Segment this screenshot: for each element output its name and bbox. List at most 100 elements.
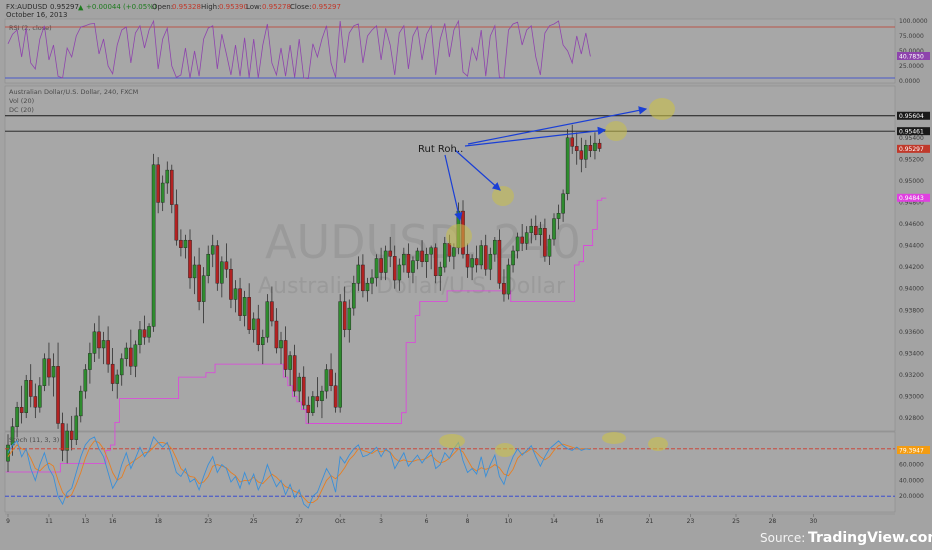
candle[interactable] [342, 286, 347, 338]
candle[interactable] [201, 267, 206, 324]
candle[interactable] [179, 229, 183, 257]
candle[interactable] [315, 377, 320, 408]
candle[interactable] [520, 224, 524, 251]
candle[interactable] [65, 423, 69, 464]
candle[interactable] [438, 261, 443, 291]
candle[interactable] [97, 315, 101, 359]
candle[interactable] [429, 245, 433, 270]
candle[interactable] [370, 269, 374, 295]
candle[interactable] [511, 245, 515, 273]
candle[interactable] [588, 135, 593, 158]
vol-label[interactable]: Vol (20) [9, 97, 34, 105]
candle[interactable] [338, 294, 342, 413]
candle[interactable] [51, 353, 56, 397]
candle[interactable] [320, 385, 324, 419]
candle[interactable] [251, 312, 256, 343]
candle[interactable] [543, 218, 547, 262]
source-brand[interactable]: TradingView.com [808, 530, 932, 546]
candle[interactable] [506, 258, 511, 300]
candle[interactable] [402, 247, 406, 273]
price-panel-title[interactable]: Australian Dollar/U.S. Dollar, 240, FXCM [9, 88, 138, 96]
candle[interactable] [6, 434, 10, 472]
candle[interactable] [479, 240, 484, 270]
candle[interactable] [151, 153, 156, 332]
candle[interactable] [110, 347, 115, 392]
candle[interactable] [229, 258, 233, 309]
candle[interactable] [47, 342, 51, 386]
candle[interactable] [383, 245, 388, 281]
candle[interactable] [106, 326, 110, 373]
candle[interactable] [138, 321, 142, 354]
candle[interactable] [538, 221, 543, 246]
stoch-label[interactable]: Stoch (11, 3, 3) [9, 436, 59, 444]
rsi-label[interactable]: RSI (2, close) [9, 24, 52, 32]
candle[interactable] [101, 331, 106, 365]
candle[interactable] [279, 331, 283, 365]
candle[interactable] [24, 374, 29, 419]
candle[interactable] [397, 258, 402, 291]
candle[interactable] [561, 189, 565, 222]
candle[interactable] [488, 247, 493, 281]
candle[interactable] [283, 326, 288, 378]
candle[interactable] [565, 129, 570, 201]
candle[interactable] [129, 329, 133, 375]
candle[interactable] [361, 254, 365, 298]
candle[interactable] [183, 234, 188, 259]
candle[interactable] [33, 383, 38, 419]
candle[interactable] [352, 275, 356, 316]
candle[interactable] [324, 364, 329, 399]
candle[interactable] [420, 240, 424, 268]
candle[interactable] [374, 254, 379, 287]
candle[interactable] [124, 342, 129, 367]
candle[interactable] [443, 236, 447, 273]
candle[interactable] [224, 243, 229, 278]
candle[interactable] [247, 283, 251, 334]
candle[interactable] [297, 372, 302, 402]
candle[interactable] [69, 415, 74, 451]
candle[interactable] [215, 240, 220, 291]
candle[interactable] [160, 175, 165, 212]
candle[interactable] [306, 396, 311, 424]
candle[interactable] [292, 344, 297, 397]
candle[interactable] [433, 243, 438, 284]
candle[interactable] [28, 364, 33, 408]
candle[interactable] [597, 138, 602, 152]
candle[interactable] [483, 234, 488, 276]
candle[interactable] [19, 385, 24, 424]
candle[interactable] [74, 407, 79, 446]
annotation-text[interactable]: Rut Roh.. [418, 144, 463, 155]
candle[interactable] [552, 213, 556, 246]
candle[interactable] [15, 401, 19, 438]
candle[interactable] [556, 204, 561, 230]
candle[interactable] [388, 236, 393, 268]
candle[interactable] [270, 286, 274, 327]
candle[interactable] [502, 269, 506, 302]
candle[interactable] [424, 247, 429, 278]
candle[interactable] [256, 304, 261, 352]
candle[interactable] [220, 256, 224, 298]
candle[interactable] [188, 229, 192, 289]
candle[interactable] [452, 243, 456, 270]
candle[interactable] [574, 132, 579, 165]
candle[interactable] [493, 236, 497, 262]
candle[interactable] [197, 247, 201, 311]
candle[interactable] [392, 245, 397, 289]
candle[interactable] [265, 294, 270, 343]
candle[interactable] [415, 247, 420, 270]
candle[interactable] [165, 161, 170, 194]
candle[interactable] [288, 351, 292, 386]
candle[interactable] [206, 245, 211, 284]
candle[interactable] [365, 277, 370, 302]
candle[interactable] [311, 391, 315, 416]
candle[interactable] [38, 377, 42, 413]
candle[interactable] [584, 139, 588, 168]
candle[interactable] [515, 232, 520, 259]
candle[interactable] [156, 157, 160, 214]
candle[interactable] [210, 234, 215, 268]
candle[interactable] [192, 256, 197, 295]
candle[interactable] [147, 323, 151, 343]
candle[interactable] [524, 226, 529, 250]
candle[interactable] [497, 229, 502, 289]
candle[interactable] [301, 366, 306, 410]
candle[interactable] [174, 189, 179, 246]
